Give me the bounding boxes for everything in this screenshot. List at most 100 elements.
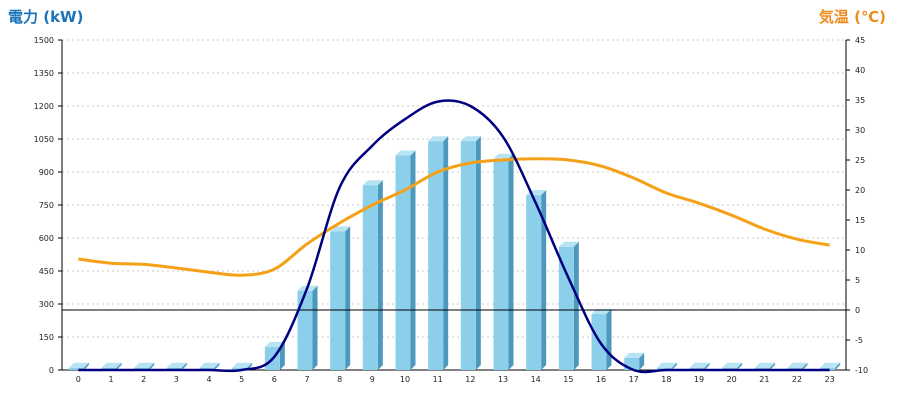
right-tick-label: -5 bbox=[855, 336, 863, 345]
left-tick-label: 0 bbox=[49, 366, 54, 375]
x-tick-label: 4 bbox=[206, 375, 211, 384]
power-bar-top bbox=[722, 362, 743, 368]
right-tick-label: 10 bbox=[855, 246, 865, 255]
bar-layer bbox=[68, 136, 841, 370]
x-tick-label: 19 bbox=[694, 375, 704, 384]
right-tick-label: 45 bbox=[855, 36, 865, 45]
power-bar-top bbox=[428, 136, 449, 142]
power-bar bbox=[558, 241, 579, 370]
power-bar-side bbox=[312, 285, 318, 370]
power-bar-front bbox=[68, 367, 84, 370]
power-bar-front bbox=[232, 367, 248, 370]
power-bar-side bbox=[214, 362, 220, 370]
power-bar bbox=[428, 136, 449, 370]
power-bar-top bbox=[199, 362, 220, 368]
left-tick-label: 1350 bbox=[34, 69, 54, 78]
label-layer: 01503004506007509001050120013501500-10-5… bbox=[34, 36, 868, 384]
power-bar-side bbox=[541, 190, 547, 370]
power-bar-top bbox=[689, 362, 710, 368]
right-tick-label: 35 bbox=[855, 96, 865, 105]
power-bar-top bbox=[787, 362, 808, 368]
power-bar-side bbox=[704, 362, 710, 370]
right-tick-label: -10 bbox=[855, 366, 868, 375]
power-bar bbox=[362, 180, 383, 370]
x-tick-label: 22 bbox=[792, 375, 802, 384]
power-bar-top bbox=[68, 362, 89, 368]
x-tick-label: 15 bbox=[563, 375, 573, 384]
right-axis-title: 気温 (℃) bbox=[818, 8, 886, 26]
power-bar-side bbox=[835, 362, 841, 370]
power-bar-front bbox=[460, 141, 476, 370]
power-bar-top bbox=[493, 153, 514, 159]
left-tick-label: 150 bbox=[39, 333, 54, 342]
left-tick-label: 600 bbox=[39, 234, 54, 243]
power-bar-front bbox=[330, 231, 346, 370]
power-bar-front bbox=[558, 246, 574, 370]
line-layer bbox=[62, 99, 846, 374]
power-bar-side bbox=[345, 226, 351, 370]
power-bar bbox=[68, 362, 89, 370]
x-tick-label: 21 bbox=[759, 375, 769, 384]
power-bar-top bbox=[754, 362, 775, 368]
power-bar-front bbox=[526, 195, 542, 370]
x-tick-label: 18 bbox=[661, 375, 671, 384]
power-bar-top bbox=[558, 241, 579, 247]
x-tick-label: 17 bbox=[629, 375, 639, 384]
power-bar-side bbox=[606, 308, 612, 370]
power-bar-side bbox=[573, 241, 579, 370]
left-tick-label: 750 bbox=[39, 201, 54, 210]
x-tick-label: 20 bbox=[727, 375, 737, 384]
power-bar-front bbox=[395, 155, 411, 370]
power-bar-side bbox=[508, 153, 514, 370]
power-bar-side bbox=[737, 362, 743, 370]
power-bar-side bbox=[116, 362, 122, 370]
x-tick-label: 13 bbox=[498, 375, 508, 384]
right-tick-label: 0 bbox=[855, 306, 860, 315]
power-bar-top bbox=[395, 150, 416, 156]
power-bar-side bbox=[443, 136, 449, 370]
power-bar-top bbox=[820, 362, 841, 368]
power-bar-top bbox=[330, 226, 351, 232]
power-bar-side bbox=[769, 362, 775, 370]
x-tick-label: 6 bbox=[272, 375, 277, 384]
right-tick-label: 5 bbox=[855, 276, 860, 285]
power-bar-front bbox=[297, 290, 313, 370]
x-tick-label: 7 bbox=[304, 375, 309, 384]
power-bar-top bbox=[362, 180, 383, 186]
left-tick-label: 1500 bbox=[34, 36, 54, 45]
grid-layer bbox=[62, 39, 846, 338]
left-tick-label: 300 bbox=[39, 300, 54, 309]
power-bar-side bbox=[802, 362, 808, 370]
right-tick-label: 30 bbox=[855, 126, 865, 135]
x-tick-label: 0 bbox=[76, 375, 81, 384]
power-line bbox=[78, 99, 830, 374]
x-tick-label: 23 bbox=[825, 375, 835, 384]
left-tick-label: 450 bbox=[39, 267, 54, 276]
power-bar-top bbox=[624, 352, 645, 358]
x-tick-label: 11 bbox=[433, 375, 443, 384]
power-bar-front bbox=[493, 158, 509, 370]
power-bar-side bbox=[83, 362, 89, 370]
right-tick-label: 40 bbox=[855, 66, 865, 75]
x-tick-label: 5 bbox=[239, 375, 244, 384]
left-axis-title: 電力 (kW) bbox=[8, 8, 84, 26]
power-bar-top bbox=[264, 341, 285, 347]
power-bar-top bbox=[460, 136, 481, 142]
power-bar-front bbox=[362, 185, 378, 370]
power-bar bbox=[460, 136, 481, 370]
right-tick-label: 20 bbox=[855, 186, 865, 195]
power-bar-top bbox=[166, 362, 187, 368]
power-bar-side bbox=[377, 180, 383, 370]
x-tick-label: 12 bbox=[465, 375, 475, 384]
x-tick-label: 9 bbox=[370, 375, 375, 384]
power-bar-side bbox=[475, 136, 481, 370]
power-bar-top bbox=[656, 362, 677, 368]
power-bar-side bbox=[639, 352, 645, 370]
right-tick-label: 15 bbox=[855, 216, 865, 225]
x-tick-label: 10 bbox=[400, 375, 410, 384]
power-bar-front bbox=[428, 141, 444, 370]
x-tick-label: 2 bbox=[141, 375, 146, 384]
right-tick-label: 25 bbox=[855, 156, 865, 165]
power-bar-top bbox=[134, 362, 155, 368]
